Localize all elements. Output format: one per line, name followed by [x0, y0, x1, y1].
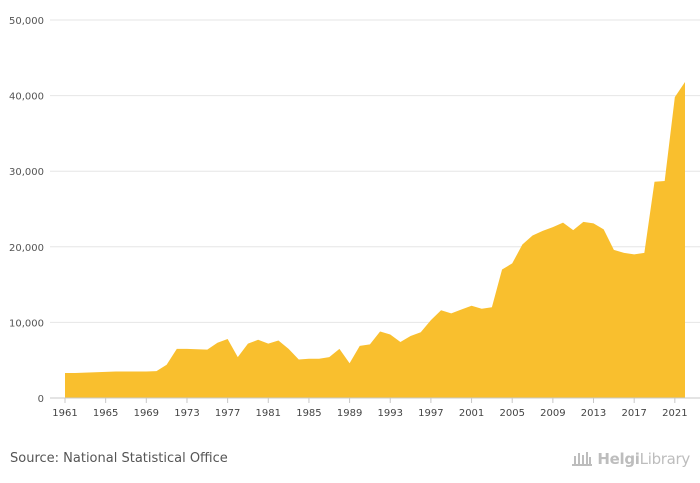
x-tick-label: 2021	[662, 408, 687, 419]
logo-text: HelgiLibrary	[597, 450, 690, 468]
source-note: Source: National Statistical Office	[10, 451, 228, 466]
y-tick-label: 40,000	[9, 92, 44, 103]
helgilibrary-logo: HelgiLibrary	[571, 448, 690, 470]
x-tick-label: 1969	[134, 408, 159, 419]
x-tick-label: 2009	[540, 408, 565, 419]
x-tick-label: 1973	[174, 408, 199, 419]
x-tick-label: 2017	[621, 408, 646, 419]
x-tick-label: 2013	[581, 408, 606, 419]
y-axis-ticks: 0 10,000 20,000 30,000 40,000 50,000	[9, 16, 44, 405]
y-tick-label: 30,000	[9, 167, 44, 178]
library-icon	[572, 452, 593, 466]
x-tick-label: 1961	[52, 408, 77, 419]
x-tick-label: 1989	[337, 408, 362, 419]
y-tick-label: 10,000	[9, 318, 44, 329]
x-tick-label: 2005	[499, 408, 524, 419]
x-tick-label: 1985	[296, 408, 321, 419]
y-tick-label: 0	[38, 394, 44, 405]
logo-text-light: Library	[639, 450, 691, 468]
x-tick-label: 1965	[93, 408, 118, 419]
y-tick-label: 20,000	[9, 243, 44, 254]
x-axis-ticks: 1961 1965 1969 1973 1977 1981 1985 1989 1993 1997…	[52, 398, 688, 419]
data-area	[65, 81, 685, 399]
x-tick-label: 1981	[256, 408, 281, 419]
y-tick-label: 50,000	[9, 16, 44, 27]
x-tick-label: 1993	[378, 408, 403, 419]
x-tick-label: 2001	[459, 408, 484, 419]
x-tick-label: 1977	[215, 408, 240, 419]
x-tick-label: 1997	[418, 408, 443, 419]
logo-text-bold: Helgi	[597, 450, 640, 468]
